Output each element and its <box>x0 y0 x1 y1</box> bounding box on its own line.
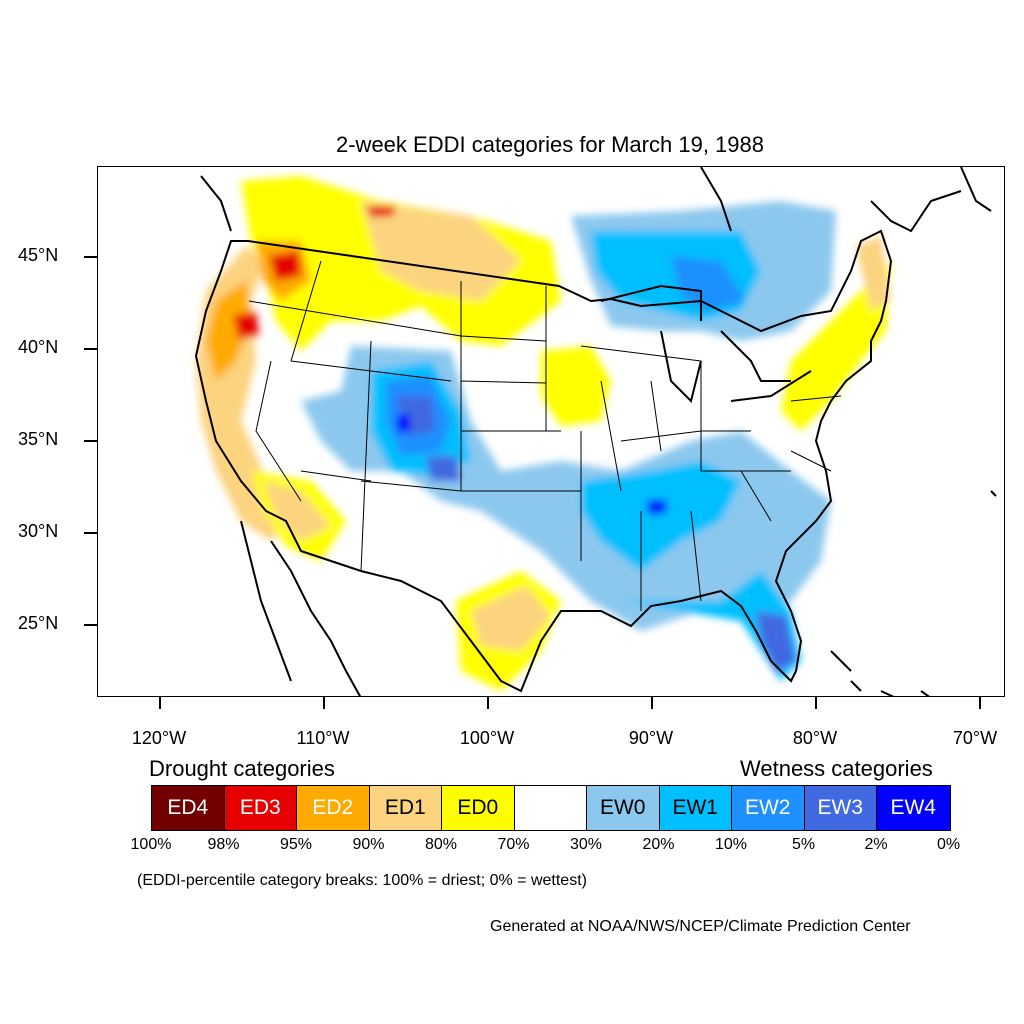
state-lines <box>248 260 842 611</box>
canada-coast <box>200 167 992 233</box>
drought-heading: Drought categories <box>149 756 335 781</box>
ed1-northwest <box>361 201 521 301</box>
legend-box-ed1: ED1 <box>369 786 442 830</box>
legend-box-ew3: EW3 <box>804 786 877 830</box>
percentile-label: 20% <box>642 836 675 853</box>
percentile-label: 70% <box>497 836 530 853</box>
lat-tick <box>84 532 97 534</box>
ed0-northeast <box>781 261 891 431</box>
lat-tick <box>84 348 97 350</box>
map-canvas <box>194 167 997 696</box>
legend-box-neutral <box>514 786 587 830</box>
lat-tick <box>84 440 97 442</box>
lon-label-100: 100°W <box>459 728 515 748</box>
lat-label-40: 40°N <box>18 337 59 357</box>
mexico-coast <box>270 540 362 696</box>
ed1-southwest <box>263 481 331 541</box>
lon-tick <box>323 697 325 709</box>
ed1-maine <box>856 236 891 311</box>
lat-label-45: 45°N <box>18 245 59 265</box>
lon-label-80: 80°W <box>792 728 838 748</box>
baja-coast <box>240 520 292 682</box>
lat-tick <box>84 256 97 258</box>
lat-tick <box>84 624 97 626</box>
lon-tick <box>979 697 981 709</box>
ed1-texas <box>471 586 551 651</box>
wetness-heading: Wetness categories <box>740 756 933 781</box>
legend-box-ew0: EW0 <box>587 786 660 830</box>
ew1-florida <box>621 571 801 681</box>
lat-label-30: 30°N <box>18 521 59 541</box>
legend-box-ed3: ED3 <box>224 786 297 830</box>
lon-tick <box>651 697 653 709</box>
legend-box-ed0: ED0 <box>442 786 515 830</box>
percentile-label: 100% <box>130 836 172 853</box>
percentile-label: 5% <box>791 836 816 853</box>
percentile-label: 2% <box>864 836 888 853</box>
ed3-idaho <box>269 251 301 281</box>
lat-label-25: 25°N <box>18 613 59 633</box>
caribbean-islands <box>830 490 997 696</box>
eddi-map <box>97 166 1005 697</box>
lon-label-90: 90°W <box>628 728 674 748</box>
lon-label-120: 120°W <box>131 728 187 748</box>
percentile-label: 95% <box>279 836 313 853</box>
eddi-field <box>196 176 891 691</box>
ed3-oregon <box>233 311 259 339</box>
lon-tick <box>815 697 817 709</box>
ed2-oregon <box>206 281 251 381</box>
ew4-mississippi <box>646 499 667 515</box>
lon-label-70: 70°W <box>952 728 998 748</box>
us-outline <box>194 229 893 693</box>
legend-box-ew4: EW4 <box>877 786 950 830</box>
credit-text: Generated at NOAA/NWS/NCEP/Climate Predi… <box>490 918 911 935</box>
percentile-label: 0% <box>936 836 961 853</box>
ew3-florida <box>756 611 796 673</box>
ed3-montana-border <box>366 206 396 217</box>
ew2-upper-midwest <box>671 256 746 311</box>
lon-tick <box>159 697 161 709</box>
percentile-label: 80% <box>424 836 458 853</box>
boundaries <box>194 167 997 696</box>
map-title: 2-week EDDI categories for March 19, 198… <box>336 132 764 157</box>
category-legend: ED4 ED3 ED2 ED1 ED0 EW0 EW1 EW2 EW3 EW4 <box>151 785 951 831</box>
legend-box-ew1: EW1 <box>659 786 732 830</box>
percentile-note: (EDDI-percentile category breaks: 100% =… <box>137 872 587 889</box>
percentile-label: 10% <box>714 836 748 853</box>
percentile-label: 98% <box>207 836 240 853</box>
percentile-label: 30% <box>569 836 603 853</box>
lon-tick <box>487 697 489 709</box>
ew3-kansas <box>426 456 461 481</box>
great-lakes <box>600 284 812 403</box>
ed0-iowa-missouri <box>541 346 611 426</box>
percentile-label: 90% <box>352 836 385 853</box>
legend-box-ed2: ED2 <box>297 786 370 830</box>
lat-label-35: 35°N <box>18 429 59 449</box>
legend-box-ed4: ED4 <box>152 786 225 830</box>
legend-box-ew2: EW2 <box>732 786 805 830</box>
ew4-colorado <box>396 413 411 433</box>
lon-label-110: 110°W <box>296 728 350 748</box>
